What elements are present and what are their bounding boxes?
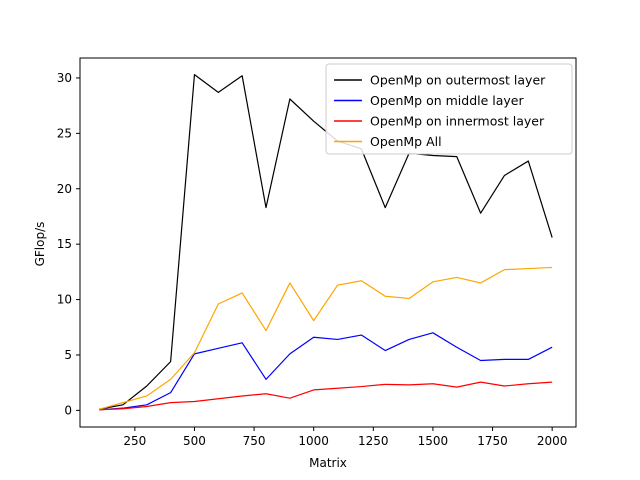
legend-label: OpenMp on outermost layer — [370, 73, 546, 88]
x-tick-label: 1000 — [298, 434, 329, 448]
x-tick-label: 1750 — [477, 434, 508, 448]
x-tick-label: 500 — [183, 434, 206, 448]
plot-area — [79, 57, 577, 428]
series-line-openmp-on-innermost-layer — [99, 381, 553, 411]
x-axis-label: Matrix — [309, 456, 347, 470]
axes-frame — [79, 57, 577, 428]
legend-label: OpenMp All — [370, 134, 442, 149]
x-tick-label: 250 — [123, 434, 146, 448]
y-tick-label: 30 — [57, 71, 72, 85]
x-axis-ticks: 250 500 750 1000 1250 1500 1750 2000 — [123, 427, 567, 448]
legend-label: OpenMp on middle layer — [370, 93, 524, 108]
x-tick-label: 2000 — [537, 434, 568, 448]
y-tick-label: 5 — [64, 348, 72, 362]
y-axis-ticks: 0 5 10 15 20 25 30 — [57, 71, 80, 417]
series-line-openmp-all — [98, 266, 553, 410]
y-tick-label: 0 — [64, 403, 72, 417]
legend-box — [325, 63, 573, 155]
y-tick-label: 25 — [57, 126, 72, 140]
y-tick-label: 10 — [57, 293, 72, 307]
y-axis-label: GFlop/s — [33, 222, 47, 267]
series-line-openmp-on-middle-layer — [99, 332, 553, 411]
y-tick-label: 15 — [57, 237, 72, 251]
x-tick-label: 750 — [243, 434, 266, 448]
x-tick-label: 1250 — [358, 434, 389, 448]
legend: OpenMp on outermost layer OpenMp on middl… — [325, 63, 573, 155]
x-tick-label: 1500 — [418, 434, 449, 448]
legend-label: OpenMp on innermost layer — [370, 114, 545, 129]
y-tick-label: 20 — [57, 182, 72, 196]
